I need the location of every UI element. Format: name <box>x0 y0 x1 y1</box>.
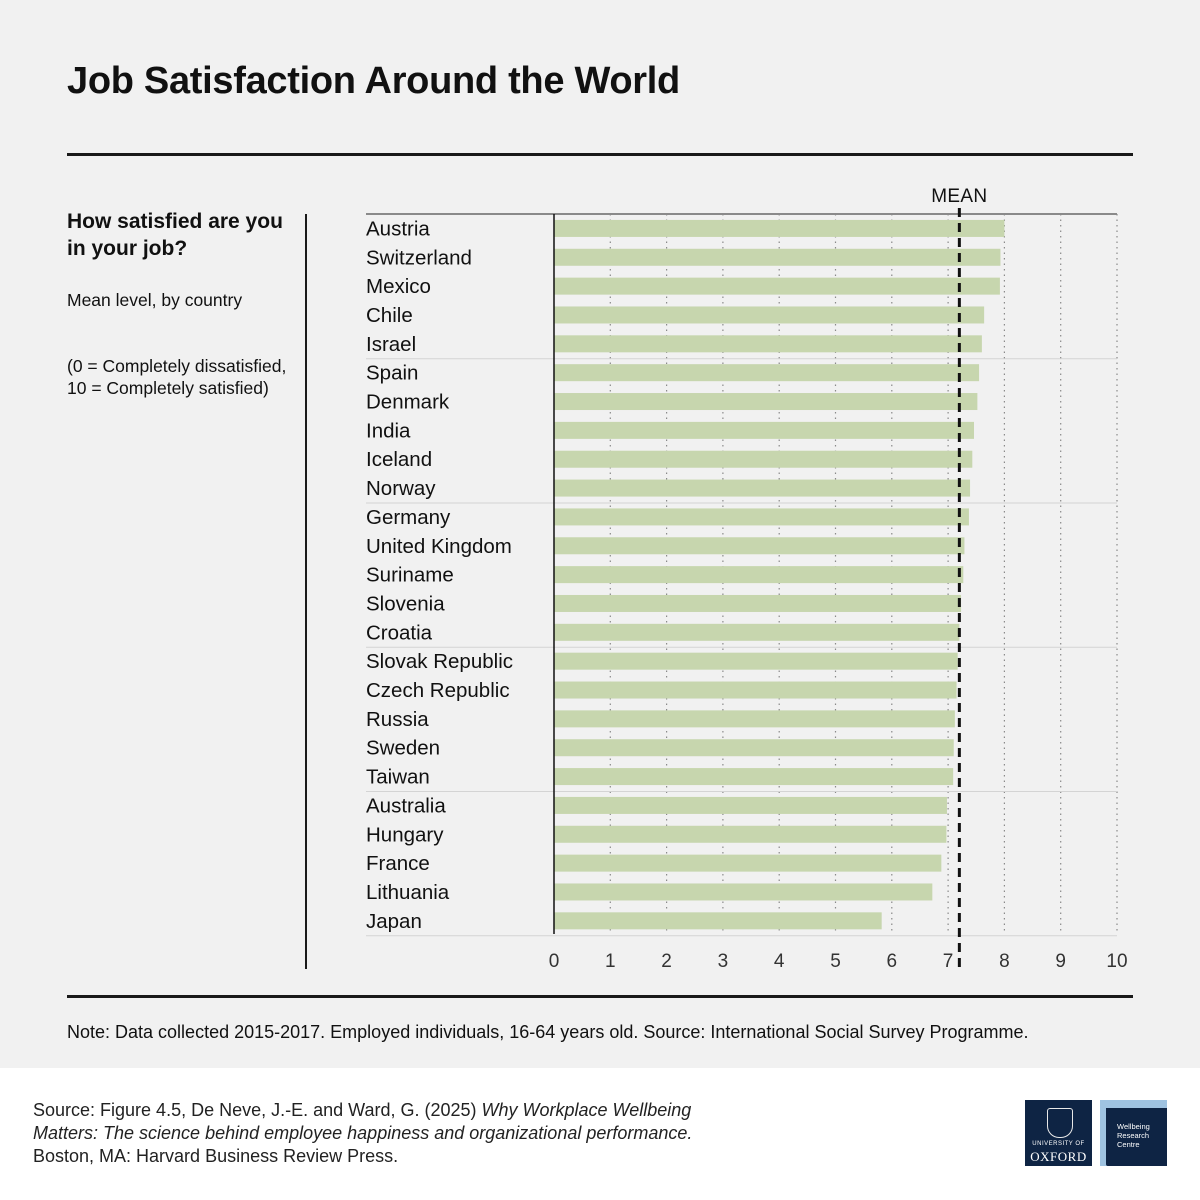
x-tick-label-4: 4 <box>774 951 785 972</box>
source-title: Why Workplace Wellbeing Matters: The sci… <box>33 1100 693 1143</box>
bar-19 <box>554 768 954 786</box>
category-label-14: Croatia <box>366 621 433 644</box>
chart-question: How satisfied are you in your job? <box>67 210 283 260</box>
oxford-logo: UNIVERSITY OF OXFORD <box>1025 1100 1092 1166</box>
top-divider <box>67 153 1133 156</box>
bar-0 <box>554 219 1005 237</box>
x-tick-label-8: 8 <box>999 951 1010 972</box>
bar-9 <box>554 479 971 497</box>
x-tick-label-9: 9 <box>1055 951 1066 972</box>
x-tick-label-1: 1 <box>605 951 616 972</box>
category-label-12: Suriname <box>366 564 454 587</box>
bar-12 <box>554 566 964 584</box>
oxford-logo-bottom: OXFORD <box>1030 1149 1087 1164</box>
bar-16 <box>554 681 957 699</box>
bar-24 <box>554 912 882 930</box>
category-label-15: Slovak Republic <box>366 650 513 673</box>
category-label-22: France <box>366 852 430 875</box>
x-tick-label-5: 5 <box>830 951 841 972</box>
bar-chart: Austria Switzerland Mexico Chile Israel Spain… <box>366 186 1128 972</box>
chart-description: Mean level, by country <box>67 290 243 310</box>
category-label-11: United Kingdom <box>366 535 512 558</box>
bar-10 <box>554 508 969 526</box>
category-label-0: Austria <box>366 217 430 240</box>
bar-14 <box>554 623 960 641</box>
bar-2 <box>554 277 1000 295</box>
x-tick-label-2: 2 <box>661 951 672 972</box>
oxford-logo-top: UNIVERSITY OF <box>1032 1141 1085 1147</box>
category-label-2: Mexico <box>366 275 431 298</box>
x-tick-label-7: 7 <box>943 951 954 972</box>
sidebar-divider <box>305 214 307 969</box>
bar-17 <box>554 710 955 728</box>
bar-8 <box>554 450 973 468</box>
category-label-16: Czech Republic <box>366 679 510 702</box>
source-suffix: Boston, MA: Harvard Business Review Pres… <box>33 1146 399 1166</box>
bottom-divider <box>67 995 1133 998</box>
bar-11 <box>554 537 965 555</box>
data-note: Note: Data collected 2015-2017. Employed… <box>67 1022 1029 1042</box>
category-label-23: Lithuania <box>366 881 450 904</box>
bar-3 <box>554 306 985 324</box>
category-label-1: Switzerland <box>366 246 472 269</box>
footer: Source: Figure 4.5, De Neve, J.-E. and W… <box>0 1068 1200 1200</box>
x-tick-label-0: 0 <box>549 951 560 972</box>
scale-note: (0 = Completely dissatisfied, 10 = Compl… <box>67 356 287 398</box>
category-label-17: Russia <box>366 708 429 731</box>
x-tick-label-6: 6 <box>887 951 898 972</box>
bar-23 <box>554 883 933 901</box>
x-tick-label-10: 10 <box>1106 951 1127 972</box>
bar-5 <box>554 364 980 382</box>
category-label-9: Norway <box>366 477 436 500</box>
category-label-5: Spain <box>366 362 418 385</box>
bar-13 <box>554 594 962 612</box>
source-citation: Source: Figure 4.5, De Neve, J.-E. and W… <box>33 1099 753 1168</box>
category-label-3: Chile <box>366 304 413 327</box>
category-label-8: Iceland <box>366 448 432 471</box>
page-title: Job Satisfaction Around the World <box>67 60 680 102</box>
bar-18 <box>554 739 954 757</box>
bar-6 <box>554 393 978 411</box>
category-label-20: Australia <box>366 794 446 817</box>
wrc-logo-square <box>1106 1108 1167 1166</box>
category-label-4: Israel <box>366 333 416 356</box>
category-label-13: Slovenia <box>366 592 445 615</box>
bar-4 <box>554 335 982 353</box>
category-label-21: Hungary <box>366 823 444 846</box>
x-tick-label-3: 3 <box>718 951 729 972</box>
category-label-7: India <box>366 419 411 442</box>
category-label-6: Denmark <box>366 391 450 414</box>
source-prefix: Source: Figure 4.5, De Neve, J.-E. and W… <box>33 1100 482 1120</box>
category-label-19: Taiwan <box>366 766 430 789</box>
category-label-10: Germany <box>366 506 451 529</box>
category-label-18: Sweden <box>366 737 440 760</box>
category-label-24: Japan <box>366 910 422 933</box>
bar-20 <box>554 796 947 814</box>
oxford-crest-icon <box>1047 1108 1073 1138</box>
bar-22 <box>554 854 942 872</box>
bar-7 <box>554 421 974 439</box>
wrc-logo-text: Wellbeing Research Centre <box>1117 1122 1150 1149</box>
bar-1 <box>554 248 1001 266</box>
bar-15 <box>554 652 958 670</box>
mean-label: MEAN <box>931 186 987 207</box>
wellbeing-research-centre-logo: Wellbeing Research Centre <box>1100 1100 1167 1166</box>
bar-21 <box>554 825 947 843</box>
